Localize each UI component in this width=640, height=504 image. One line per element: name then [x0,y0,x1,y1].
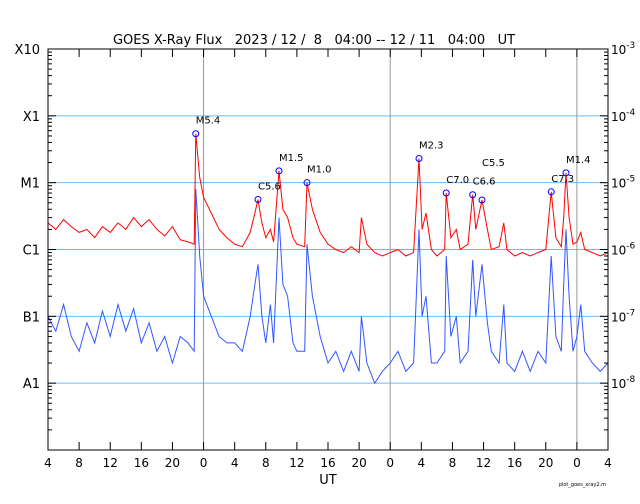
x-tick-label: 12 [476,456,491,470]
x-tick-label: 12 [103,456,118,470]
flare-peak-marker [415,154,423,162]
y-flux-label: 10-8 [611,375,636,391]
x-tick-label: 4 [231,456,239,470]
y-flux-exponent: -3 [626,41,635,51]
x-axis-label: UT [319,473,337,488]
y-flux-base: 10 [611,110,626,124]
flare-label: C7.0 [446,175,469,186]
x-tick-label: 16 [507,456,522,470]
x-tick-label: 8 [75,456,83,470]
chart-title: GOES X-Ray Flux 2023 / 12 / 8 04:00 -- 1… [113,33,515,48]
flare-label: C7.3 [551,174,574,185]
y-class-label: B1 [23,310,40,325]
y-flux-exponent: -5 [626,175,635,185]
x-tick-label: 8 [449,456,457,470]
flare-annotations: M5.4 C5.6 M1.5M1.0 M2.3 C7.0 C6.6 C5.5 C7.3 M1.4 [192,116,591,204]
y-flux-exponent: -7 [626,308,635,318]
y-class-label: X1 [23,110,40,125]
flare-peak-marker [469,191,477,199]
flare-peak-marker [254,195,262,203]
flare-label: C5.5 [482,158,505,169]
series-line-short [47,189,609,385]
y-class-label: X10 [15,43,40,58]
y-flux-label: 10-7 [611,308,635,324]
x-tick-label: 16 [320,456,335,470]
flare-label: C6.6 [473,177,496,188]
flare-label: M1.0 [307,165,332,176]
flare-label: M1.4 [566,155,591,166]
y-flux-base: 10 [611,377,626,391]
flare-peak-marker [562,169,570,177]
x-tick-label: 20 [351,456,366,470]
flare-peak-marker [547,188,555,196]
y-flux-exponent: -4 [626,108,635,118]
axes: 4 8 12 16 20 0 4 8 12 16 20 0 4 8 12 16 20 0 4 X10 X1 M1 C1 B1 A… [15,41,636,470]
y-flux-base: 10 [611,310,626,324]
y-flux-base: 10 [611,177,626,191]
y-flux-base: 10 [611,244,626,258]
y-flux-base: 10 [611,43,626,57]
y-flux-label: 10-4 [611,108,636,124]
flare-peak-marker [275,167,283,175]
footer-filename: plot_goes_xray2.m [559,482,606,488]
y-class-label: A1 [23,377,40,392]
x-tick-label: 20 [165,456,180,470]
y-class-label: C1 [23,244,40,259]
x-tick-label: 4 [418,456,426,470]
flare-label: M2.3 [419,140,444,151]
y-flux-label: 10-3 [611,41,635,57]
x-tick-label: 0 [200,456,208,470]
x-tick-label: 16 [134,456,149,470]
y-class-label: M1 [21,177,41,192]
y-flux-exponent: -6 [626,242,635,252]
series-layer [47,133,609,385]
flare-peak-marker [442,189,450,197]
x-tick-label: 12 [289,456,304,470]
x-tick-label: 0 [573,456,581,470]
flare-peak-marker [478,196,486,204]
flare-label: M1.5 [279,153,304,164]
y-flux-label: 10-6 [611,242,636,258]
series-line-long [47,133,609,257]
x-tick-label: 8 [262,456,270,470]
y-flux-exponent: -8 [626,375,635,385]
x-tick-label: 20 [538,456,553,470]
x-tick-label: 4 [604,456,612,470]
x-tick-label: 0 [386,456,394,470]
flare-label: C5.6 [258,181,281,192]
flare-label: M5.4 [196,116,221,127]
flare-peak-marker [192,130,200,138]
grid [48,49,608,450]
flare-peak-marker [303,179,311,187]
x-tick-label: 4 [44,456,52,470]
y-flux-label: 10-5 [611,175,635,191]
